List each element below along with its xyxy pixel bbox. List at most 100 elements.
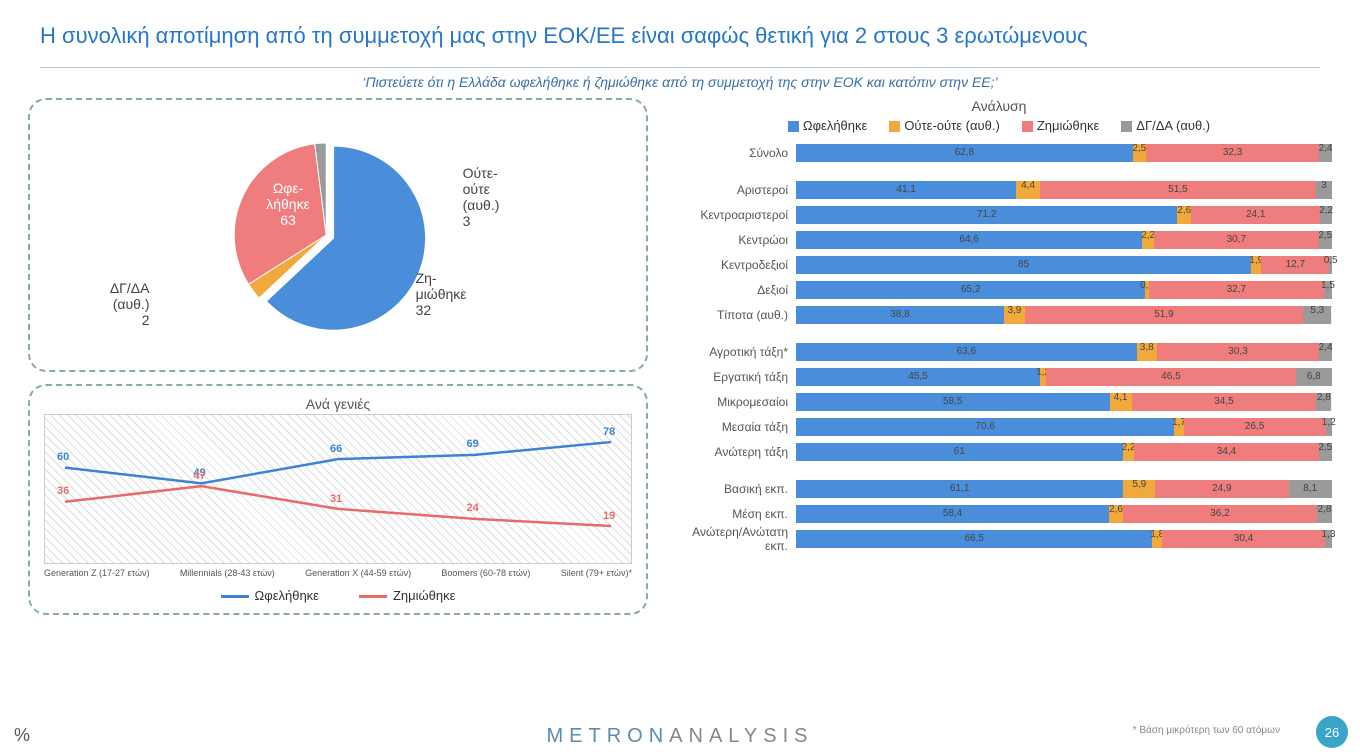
bar-segment: 71,2 xyxy=(796,206,1177,224)
bar-segment: 26,5 xyxy=(1184,418,1326,436)
analysis-row: Ανώτερη τάξη612,234,42,5 xyxy=(666,440,1332,464)
x-category: Generation X (44-59 ετών) xyxy=(305,568,411,578)
analysis-row: Βασική εκπ.61,15,924,98,1 xyxy=(666,477,1332,501)
bar-track: 63,63,830,32,4 xyxy=(796,343,1332,361)
generations-legend: Ωφελήθηκε Ζημιώθηκε xyxy=(44,588,632,603)
x-category: Silent (79+ ετών)* xyxy=(561,568,632,578)
pie-slice-label: ΔΓ/ΔΑ(αυθ.)2 xyxy=(110,280,150,328)
bar-track: 38,83,951,95,3 xyxy=(796,306,1332,324)
bar-segment: 3,9 xyxy=(1004,306,1025,324)
bar-segment: 66,5 xyxy=(796,530,1152,548)
row-label: Κεντρώοι xyxy=(666,233,796,247)
bar-segment: 2,2 xyxy=(1123,443,1135,461)
x-category: Generation Z (17-27 ετών) xyxy=(44,568,150,578)
right-column: Ανάλυση ΩφελήθηκεΟύτε-ούτε (αυθ.)Ζημιώθη… xyxy=(666,98,1332,615)
divider xyxy=(40,67,1320,68)
bar-segment: 51,9 xyxy=(1025,306,1303,324)
legend-item: Ωφελήθηκε xyxy=(221,588,319,603)
bar-segment: 30,4 xyxy=(1162,530,1325,548)
bar-segment: 2,8 xyxy=(1317,505,1332,523)
generations-panel: Ανά γενιές 60496669783647312419 Generati… xyxy=(28,384,648,615)
generations-title: Ανά γενιές xyxy=(44,396,632,412)
bar-track: 61,15,924,98,1 xyxy=(796,480,1332,498)
bar-segment: 32,3 xyxy=(1146,144,1319,162)
bar-segment: 6,8 xyxy=(1296,368,1332,386)
analysis-row: Δεξιοί65,20,632,71,5 xyxy=(666,278,1332,302)
x-category: Boomers (60-78 ετών) xyxy=(441,568,530,578)
bar-segment: 1,5 xyxy=(1324,281,1332,299)
bar-segment: 1,3 xyxy=(1325,530,1332,548)
bar-segment: 4,4 xyxy=(1016,181,1040,199)
bar-segment: 3 xyxy=(1316,181,1332,199)
bar-track: 66,51,830,41,3 xyxy=(796,530,1332,548)
legend-item: Ζημιώθηκε xyxy=(359,588,455,603)
row-label: Ανώτερη/Ανώτατη εκπ. xyxy=(666,525,796,553)
bar-segment: 3,8 xyxy=(1137,343,1157,361)
generations-x-labels: Generation Z (17-27 ετών) Millennials (28… xyxy=(44,568,632,578)
bar-segment: 2,2 xyxy=(1320,206,1332,224)
bar-segment: 5,9 xyxy=(1123,480,1155,498)
bar-segment: 85 xyxy=(796,256,1251,274)
bar-segment: 4,1 xyxy=(1110,393,1132,411)
bar-segment: 51,5 xyxy=(1040,181,1316,199)
bar-segment: 63,6 xyxy=(796,343,1137,361)
row-label: Σύνολο xyxy=(666,146,796,160)
bar-segment: 2,5 xyxy=(1133,144,1146,162)
bar-track: 62,82,532,32,4 xyxy=(796,144,1332,162)
bar-segment: 24,9 xyxy=(1155,480,1288,498)
analysis-row: Μεσαία τάξη70,61,726,51,2 xyxy=(666,415,1332,439)
bar-segment: 30,7 xyxy=(1154,231,1319,249)
legend-item: Ζημιώθηκε xyxy=(1022,118,1099,133)
left-column: Ωφε-λήθηκε63Ούτε-ούτε(αυθ.)3Ζη-μιώθηκε32… xyxy=(28,98,648,615)
bar-segment: 2,5 xyxy=(1319,231,1332,249)
analysis-row: Μικρομεσαίοι58,54,134,52,8 xyxy=(666,390,1332,414)
bar-segment: 2,4 xyxy=(1319,144,1332,162)
bar-segment: 58,5 xyxy=(796,393,1110,411)
bar-segment: 34,4 xyxy=(1134,443,1318,461)
analysis-row: Κεντροαριστεροί71,22,624,12,2 xyxy=(666,203,1332,227)
bar-segment: 32,7 xyxy=(1149,281,1324,299)
row-label: Εργατική τάξη xyxy=(666,370,796,384)
bar-segment: 5,3 xyxy=(1303,306,1331,324)
bar-segment: 1,7 xyxy=(1174,418,1183,436)
bar-segment: 36,2 xyxy=(1123,505,1317,523)
main-content: Ωφε-λήθηκε63Ούτε-ούτε(αυθ.)3Ζη-μιώθηκε32… xyxy=(0,98,1360,615)
bar-segment: 64,6 xyxy=(796,231,1142,249)
analysis-rows: Σύνολο62,82,532,32,4Αριστεροί41,14,451,5… xyxy=(666,141,1332,552)
analysis-row: Ανώτερη/Ανώτατη εκπ.66,51,830,41,3 xyxy=(666,527,1332,551)
legend-item: Ούτε-ούτε (αυθ.) xyxy=(889,118,1000,133)
row-label: Ανώτερη τάξη xyxy=(666,445,796,459)
analysis-row: Αριστεροί41,14,451,53 xyxy=(666,178,1332,202)
generations-line-chart: 60496669783647312419 xyxy=(44,414,632,564)
bar-segment: 38,8 xyxy=(796,306,1004,324)
bar-segment: 1,2 xyxy=(1326,418,1332,436)
row-label: Κεντροδεξιοί xyxy=(666,258,796,272)
row-label: Κεντροαριστεροί xyxy=(666,208,796,222)
bar-segment: 12,7 xyxy=(1261,256,1329,274)
bar-segment: 8,1 xyxy=(1289,480,1332,498)
pie-slice-label: Ούτε-ούτε(αυθ.)3 xyxy=(463,165,500,229)
bar-segment: 1,8 xyxy=(1152,530,1162,548)
bar-segment: 61 xyxy=(796,443,1123,461)
bar-segment: 0,5 xyxy=(1329,256,1332,274)
line-series xyxy=(65,486,611,526)
bar-track: 45,51,246,56,8 xyxy=(796,368,1332,386)
bar-segment: 2,5 xyxy=(1319,443,1332,461)
line-series xyxy=(65,442,611,483)
analysis-row: Κεντροδεξιοί851,912,70,5 xyxy=(666,253,1332,277)
x-category: Millennials (28-43 ετών) xyxy=(180,568,275,578)
bar-track: 65,20,632,71,5 xyxy=(796,281,1332,299)
brand-part-2: ANALYSIS xyxy=(669,725,813,748)
bar-segment: 30,3 xyxy=(1157,343,1319,361)
pie-slice-label: Ζη-μιώθηκε32 xyxy=(416,270,467,318)
bar-segment: 45,5 xyxy=(796,368,1040,386)
analysis-row: Αγροτική τάξη*63,63,830,32,4 xyxy=(666,340,1332,364)
bar-segment: 65,2 xyxy=(796,281,1145,299)
bar-segment: 58,4 xyxy=(796,505,1109,523)
page-number: 26 xyxy=(1316,716,1348,748)
bar-segment: 61,1 xyxy=(796,480,1123,498)
bar-segment: 2,8 xyxy=(1316,393,1331,411)
bar-segment: 62,8 xyxy=(796,144,1133,162)
bar-segment: 2,2 xyxy=(1142,231,1154,249)
analysis-row: Εργατική τάξη45,51,246,56,8 xyxy=(666,365,1332,389)
